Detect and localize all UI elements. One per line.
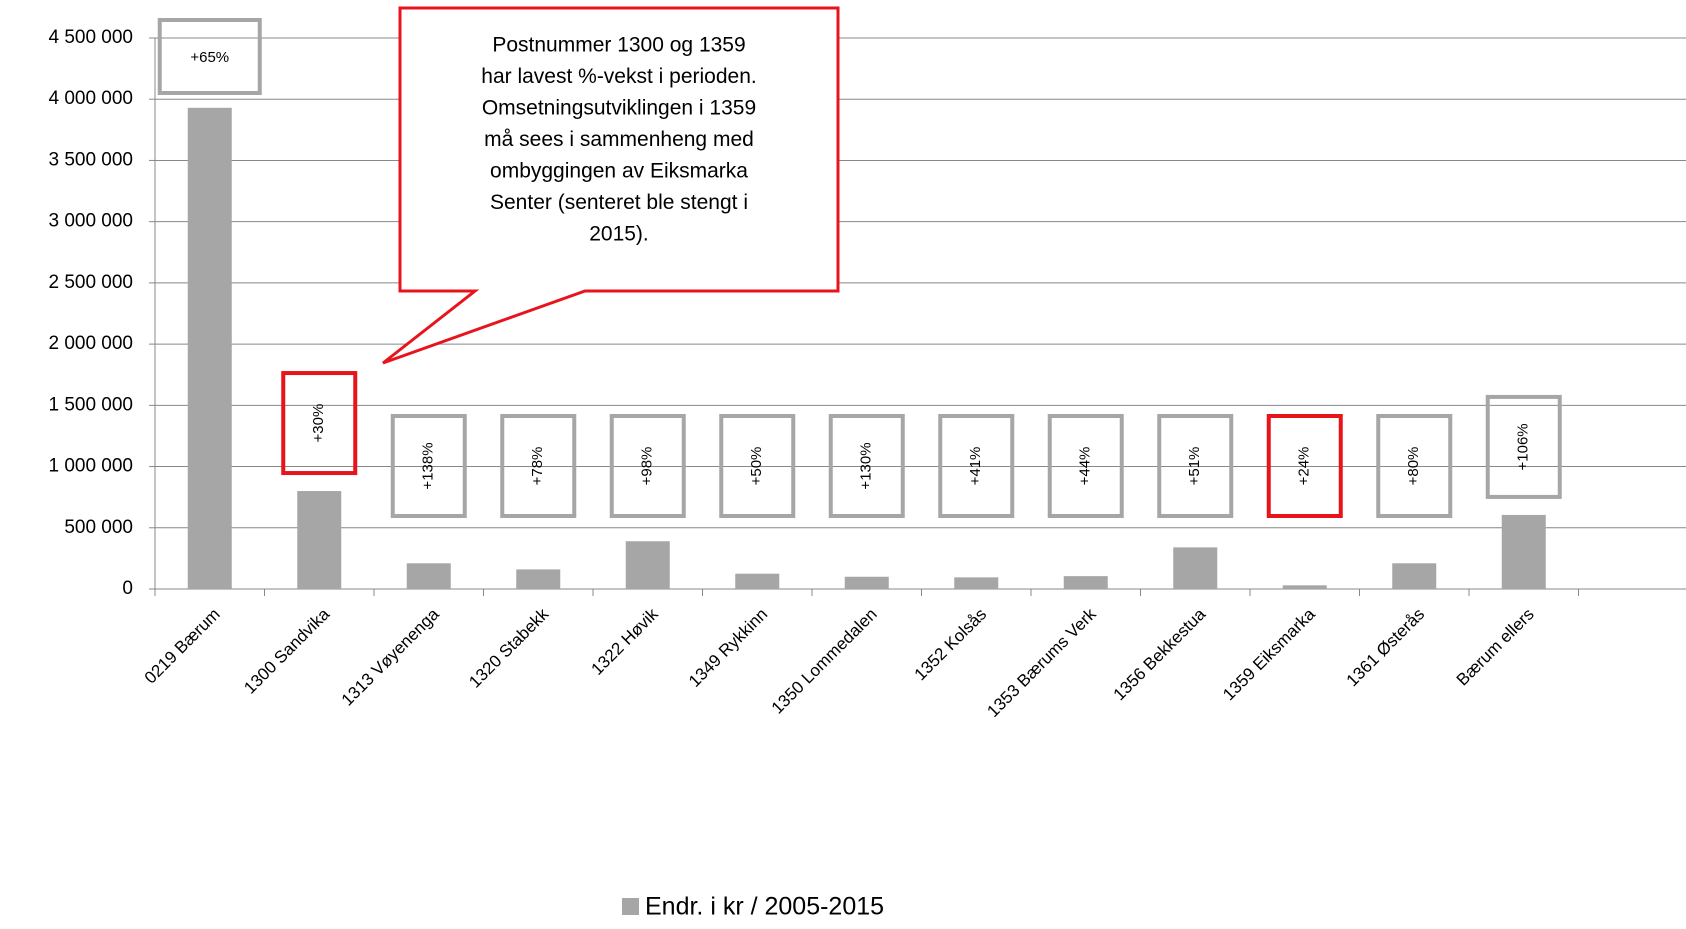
y-tick-label: 1 500 000: [48, 394, 133, 415]
y-tick-label: 500 000: [64, 517, 133, 538]
bar: [1063, 576, 1108, 589]
bar: [844, 576, 889, 589]
y-tick-label: 2 000 000: [48, 333, 133, 354]
y-tick-label: 2 500 000: [48, 272, 133, 293]
growth-box: [938, 414, 1015, 518]
y-tick-label: 3 000 000: [48, 211, 133, 232]
bar: [1173, 547, 1218, 589]
x-tick-label: 1320 Stabekk: [465, 604, 552, 691]
growth-label: +138%: [420, 442, 437, 489]
y-tick-label: 3 500 000: [48, 149, 133, 170]
bar: [297, 491, 342, 589]
growth-label: +24%: [1296, 447, 1313, 486]
y-tick-label: 4 500 000: [48, 27, 133, 48]
growth-box: [1485, 394, 1562, 499]
growth-label: +41%: [967, 447, 984, 486]
bar: [954, 577, 999, 589]
callout-text: Omsetningsutviklingen i 1359: [482, 97, 756, 120]
growth-box: [281, 371, 358, 476]
y-tick-label: 1 000 000: [48, 456, 133, 477]
callout-text: 2015).: [589, 223, 649, 246]
growth-box: [609, 414, 686, 518]
growth-label: +44%: [1077, 447, 1094, 486]
growth-label: +106%: [1515, 423, 1532, 470]
growth-box: [500, 414, 577, 518]
bar: [516, 569, 561, 589]
growth-label: +50%: [748, 447, 765, 486]
growth-label: +80%: [1405, 447, 1422, 486]
bar: [625, 541, 670, 589]
callout-box: [382, 6, 840, 365]
x-tick-label: Bærum ellers: [1453, 605, 1538, 690]
growth-label: +98%: [639, 447, 656, 486]
x-tick-label: 1350 Lommedalen: [768, 605, 881, 718]
bar: [1282, 585, 1327, 589]
bar: [406, 563, 451, 589]
callout-text: har lavest %-vekst i perioden.: [481, 65, 756, 88]
callout-text: Postnummer 1300 og 1359: [492, 34, 745, 57]
bar: [735, 573, 780, 589]
bar: [1392, 563, 1437, 589]
growth-label: +65%: [190, 49, 229, 66]
growth-label: +130%: [858, 442, 875, 489]
bar: [1501, 514, 1546, 589]
x-tick-label: 1352 Kolsås: [911, 605, 991, 685]
bar: [187, 107, 232, 589]
legend-label: Endr. i kr / 2005-2015: [645, 893, 884, 921]
y-tick-label: 4 000 000: [48, 88, 133, 109]
legend-swatch: [622, 898, 639, 915]
x-tick-label: 1313 Vøyenenga: [338, 604, 443, 709]
growth-box: [1047, 414, 1124, 518]
x-tick-label: 0219 Bærum: [141, 605, 224, 688]
growth-label: +78%: [529, 447, 546, 486]
x-tick-label: 1361 Østerås: [1343, 605, 1429, 691]
growth-box: [157, 18, 262, 95]
callout-text: ombyggingen av Eiksmarka: [490, 160, 748, 183]
growth-label: +51%: [1186, 447, 1203, 486]
growth-box: [1376, 414, 1453, 518]
x-tick-label: 1349 Rykkinn: [685, 605, 771, 691]
callout-text: må sees i sammenheng med: [484, 128, 754, 151]
growth-box: [1266, 414, 1343, 518]
x-tick-label: 1359 Eiksmarka: [1219, 604, 1319, 704]
growth-box: [828, 414, 905, 518]
x-tick-label: 1300 Sandvika: [240, 604, 333, 697]
y-tick-label: 0: [122, 578, 133, 599]
growth-label: +30%: [310, 404, 327, 443]
x-tick-label: 1353 Bærums Verk: [983, 604, 1100, 721]
growth-box: [390, 414, 467, 518]
x-tick-label: 1356 Bekkestua: [1110, 604, 1210, 704]
callout-text: Senter (senteret ble stengt i: [490, 191, 748, 214]
growth-box: [719, 414, 796, 518]
growth-box: [1157, 414, 1234, 518]
x-tick-label: 1322 Høvik: [588, 604, 663, 679]
